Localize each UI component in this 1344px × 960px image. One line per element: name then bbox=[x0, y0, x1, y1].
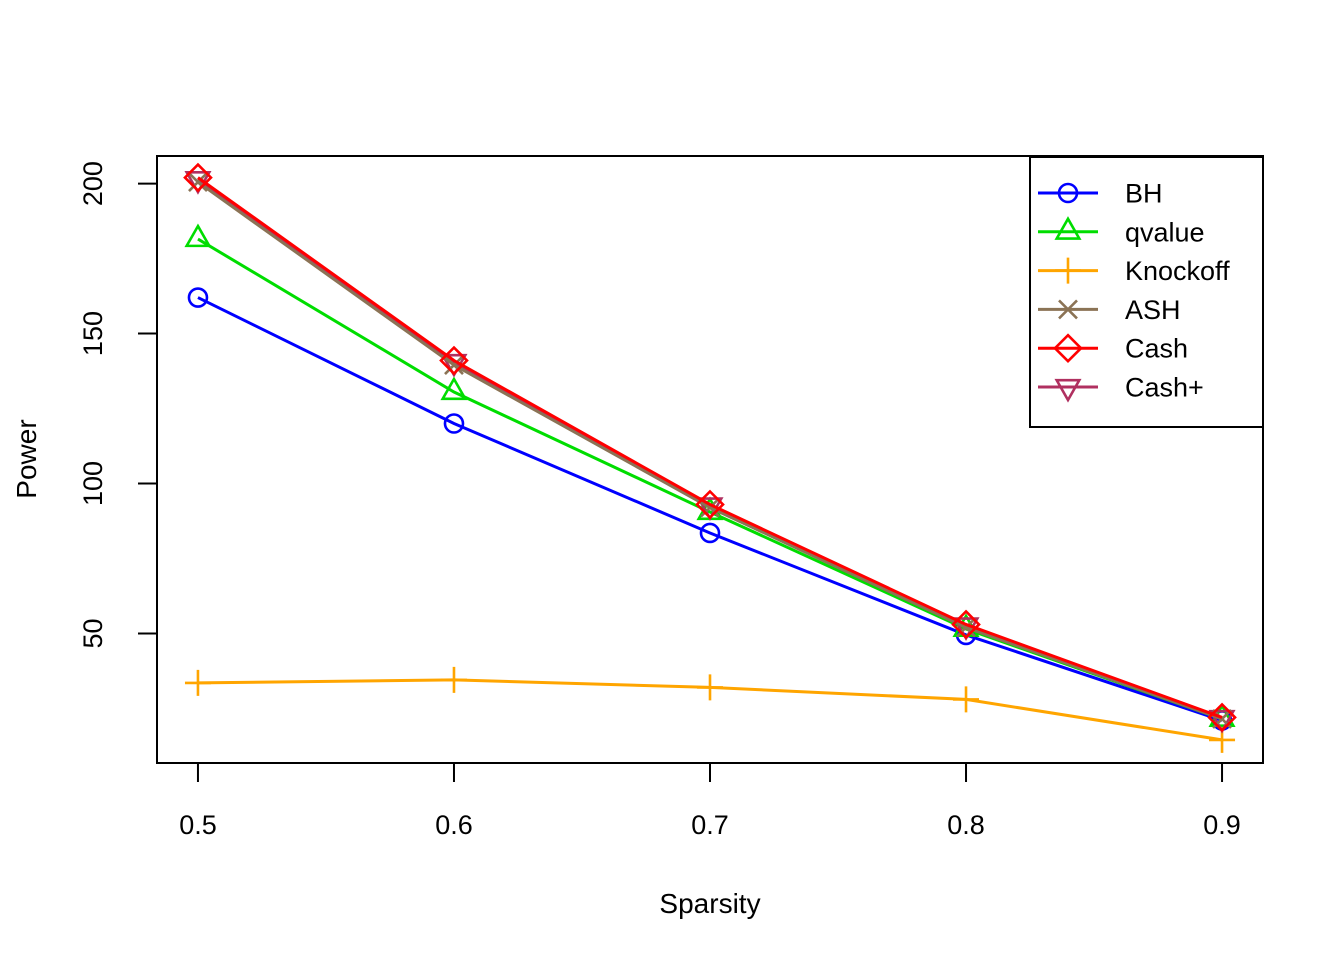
series-marker-plus bbox=[953, 686, 980, 713]
legend-marker-plus bbox=[1055, 257, 1081, 284]
x-axis: 0.5 0.6 0.7 0.8 0.9 bbox=[179, 763, 1241, 840]
x-tick-label: 0.5 bbox=[179, 810, 217, 840]
series-line bbox=[197, 296, 1223, 722]
x-tick-label: 0.7 bbox=[691, 810, 729, 840]
legend-row-cashplus: Cash+ bbox=[1038, 373, 1204, 403]
series-marker-x bbox=[188, 172, 208, 193]
series-marker-plus bbox=[697, 674, 723, 701]
series-marker-diamond bbox=[439, 345, 469, 376]
series-marker-diamond bbox=[183, 162, 213, 193]
series-ash bbox=[188, 172, 1232, 729]
series-marker-triangle-up bbox=[184, 223, 212, 248]
series-cash bbox=[183, 162, 1237, 733]
series-marker-triangle-down bbox=[1208, 709, 1236, 734]
legend-marker-triangle-up bbox=[1054, 216, 1082, 240]
series-marker-triangle-up bbox=[440, 376, 468, 401]
legend-marker-diamond bbox=[1053, 333, 1083, 364]
legend-label: Cash bbox=[1125, 334, 1188, 364]
y-tick-label: 150 bbox=[78, 311, 108, 356]
series-marker-plus bbox=[184, 669, 211, 696]
series-line bbox=[197, 176, 1223, 719]
series-marker-plus bbox=[440, 666, 467, 693]
y-tick-label: 100 bbox=[78, 461, 108, 506]
series-marker-x bbox=[444, 355, 464, 375]
legend-marker-circle bbox=[1057, 182, 1079, 204]
legend-label: BH bbox=[1125, 179, 1163, 209]
legend: BH qvalue Knockoff ASH Cash Cash+ bbox=[1029, 156, 1264, 428]
series-layer bbox=[183, 162, 1237, 753]
legend-row-knockoff: Knockoff bbox=[1038, 256, 1230, 286]
legend-row-qvalue: qvalue bbox=[1038, 216, 1205, 247]
y-tick-label: 50 bbox=[78, 618, 108, 648]
legend-marker-triangle-down bbox=[1054, 378, 1082, 403]
legend-label: Cash+ bbox=[1125, 373, 1204, 403]
legend-label: Knockoff bbox=[1125, 256, 1230, 286]
legend-marker-x bbox=[1058, 299, 1078, 320]
y-axis: 50 100 150 200 bbox=[78, 161, 157, 648]
legend-row-ash: ASH bbox=[1038, 295, 1181, 325]
series-marker-diamond bbox=[951, 609, 981, 640]
y-tick-label: 200 bbox=[78, 161, 108, 206]
series-marker-circle bbox=[187, 287, 209, 308]
series-marker-diamond bbox=[695, 489, 725, 520]
x-tick-label: 0.6 bbox=[435, 810, 473, 840]
y-axis-title: Power bbox=[11, 419, 42, 498]
legend-row-bh: BH bbox=[1038, 179, 1163, 209]
x-tick-label: 0.9 bbox=[1203, 810, 1241, 840]
legend-label: qvalue bbox=[1125, 217, 1205, 247]
legend-row-cash: Cash bbox=[1038, 333, 1188, 364]
series-marker-diamond bbox=[1207, 702, 1237, 733]
series-marker-circle bbox=[443, 413, 465, 434]
x-tick-label: 0.8 bbox=[947, 810, 985, 840]
series-knockoff bbox=[184, 666, 1236, 753]
series-marker-circle bbox=[699, 522, 721, 544]
legend-label: ASH bbox=[1125, 295, 1181, 325]
x-axis-title: Sparsity bbox=[659, 888, 760, 919]
